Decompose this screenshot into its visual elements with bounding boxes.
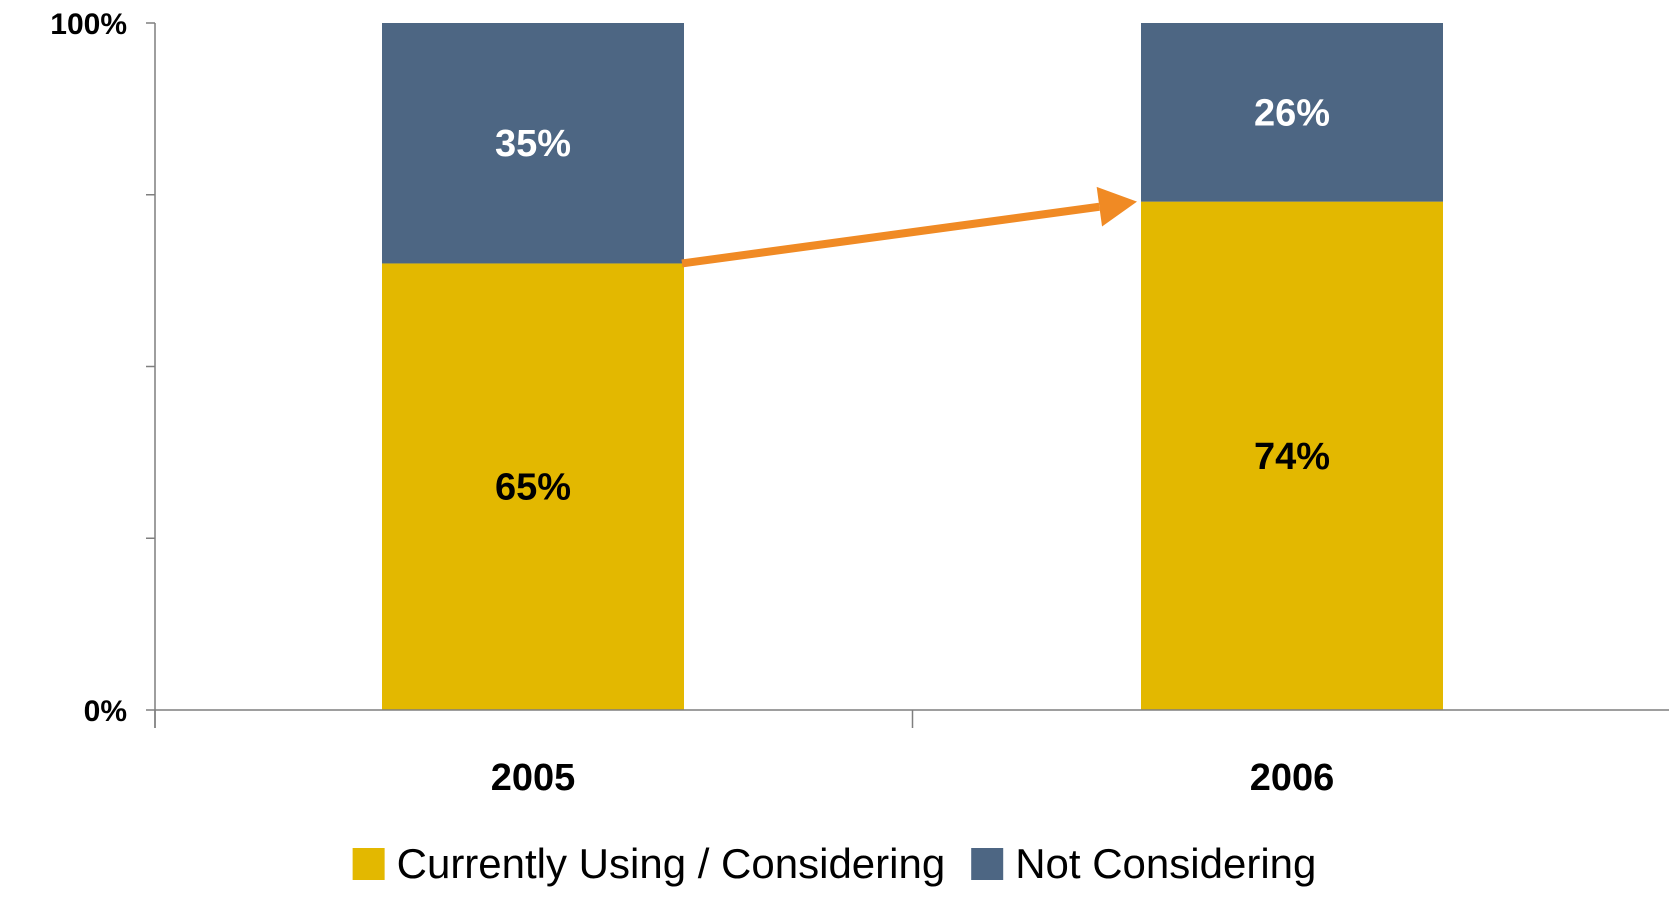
data-label-2005-series-1: 35%: [495, 123, 571, 165]
data-label-2006-series-0: 74%: [1254, 436, 1330, 478]
bar-2006-series-1: [1141, 23, 1443, 202]
legend-label-1: Not Considering: [1015, 840, 1316, 887]
data-labels-group: 65% 35% 74% 26%: [495, 92, 1330, 508]
bars-group: [382, 23, 1443, 710]
axes-group: 0% 100% 2005 2006: [50, 8, 1669, 799]
data-label-2005-series-0: 65%: [495, 467, 571, 509]
x-tick-label-2005: 2005: [491, 757, 576, 799]
y-tick-label-100: 100%: [50, 8, 127, 41]
bar-2006-series-0: [1141, 201, 1443, 710]
data-label-2006-series-1: 26%: [1254, 92, 1330, 134]
legend: Currently Using / Considering Not Conside…: [352, 840, 1316, 887]
annotation-group: [681, 186, 1137, 268]
trend-arrow-shaft: [681, 202, 1100, 268]
bar-2005-series-0: [382, 263, 684, 710]
legend-label-0: Currently Using / Considering: [397, 840, 946, 887]
y-tick-label-0: 0%: [84, 695, 127, 728]
bar-2005-series-1: [382, 23, 684, 264]
trend-arrow-head: [1096, 186, 1137, 227]
x-tick-label-2006: 2006: [1250, 757, 1335, 799]
legend-swatch-1: [971, 848, 1004, 880]
legend-swatch-0: [352, 848, 385, 880]
